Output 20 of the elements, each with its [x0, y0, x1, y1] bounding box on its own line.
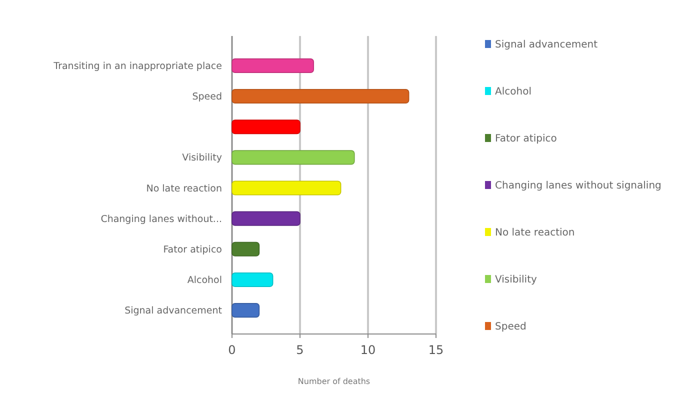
legend-label: No late reaction [495, 228, 575, 238]
y-tick-label: No late reaction [146, 183, 222, 194]
x-axis-title: Number of deaths [298, 377, 370, 386]
y-tick-label: Signal advancement [124, 306, 222, 317]
y-tick-label: Transiting in an inappropriate place [52, 61, 222, 72]
x-tick-label: 10 [360, 343, 376, 357]
legend-label: Alcohol [495, 86, 532, 98]
legend-label: Speed [495, 322, 526, 332]
legend-label: Changing lanes without signaling [495, 180, 662, 192]
y-tick-label: Visibility [182, 152, 222, 164]
y-tick-label: Fator atipico [163, 244, 222, 256]
y-tick-label: Alcohol [187, 275, 222, 286]
x-tick-label: 15 [428, 343, 444, 357]
y-tick-label: Speed [192, 92, 222, 103]
legend-label: Signal advancement [495, 40, 598, 50]
y-tick-label: Changing lanes without... [100, 214, 222, 225]
x-tick-label: 0 [228, 343, 236, 357]
legend-label: Fator atipico [495, 134, 557, 144]
x-tick-label: 5 [296, 343, 304, 357]
legend-label: Visibility [495, 274, 537, 286]
